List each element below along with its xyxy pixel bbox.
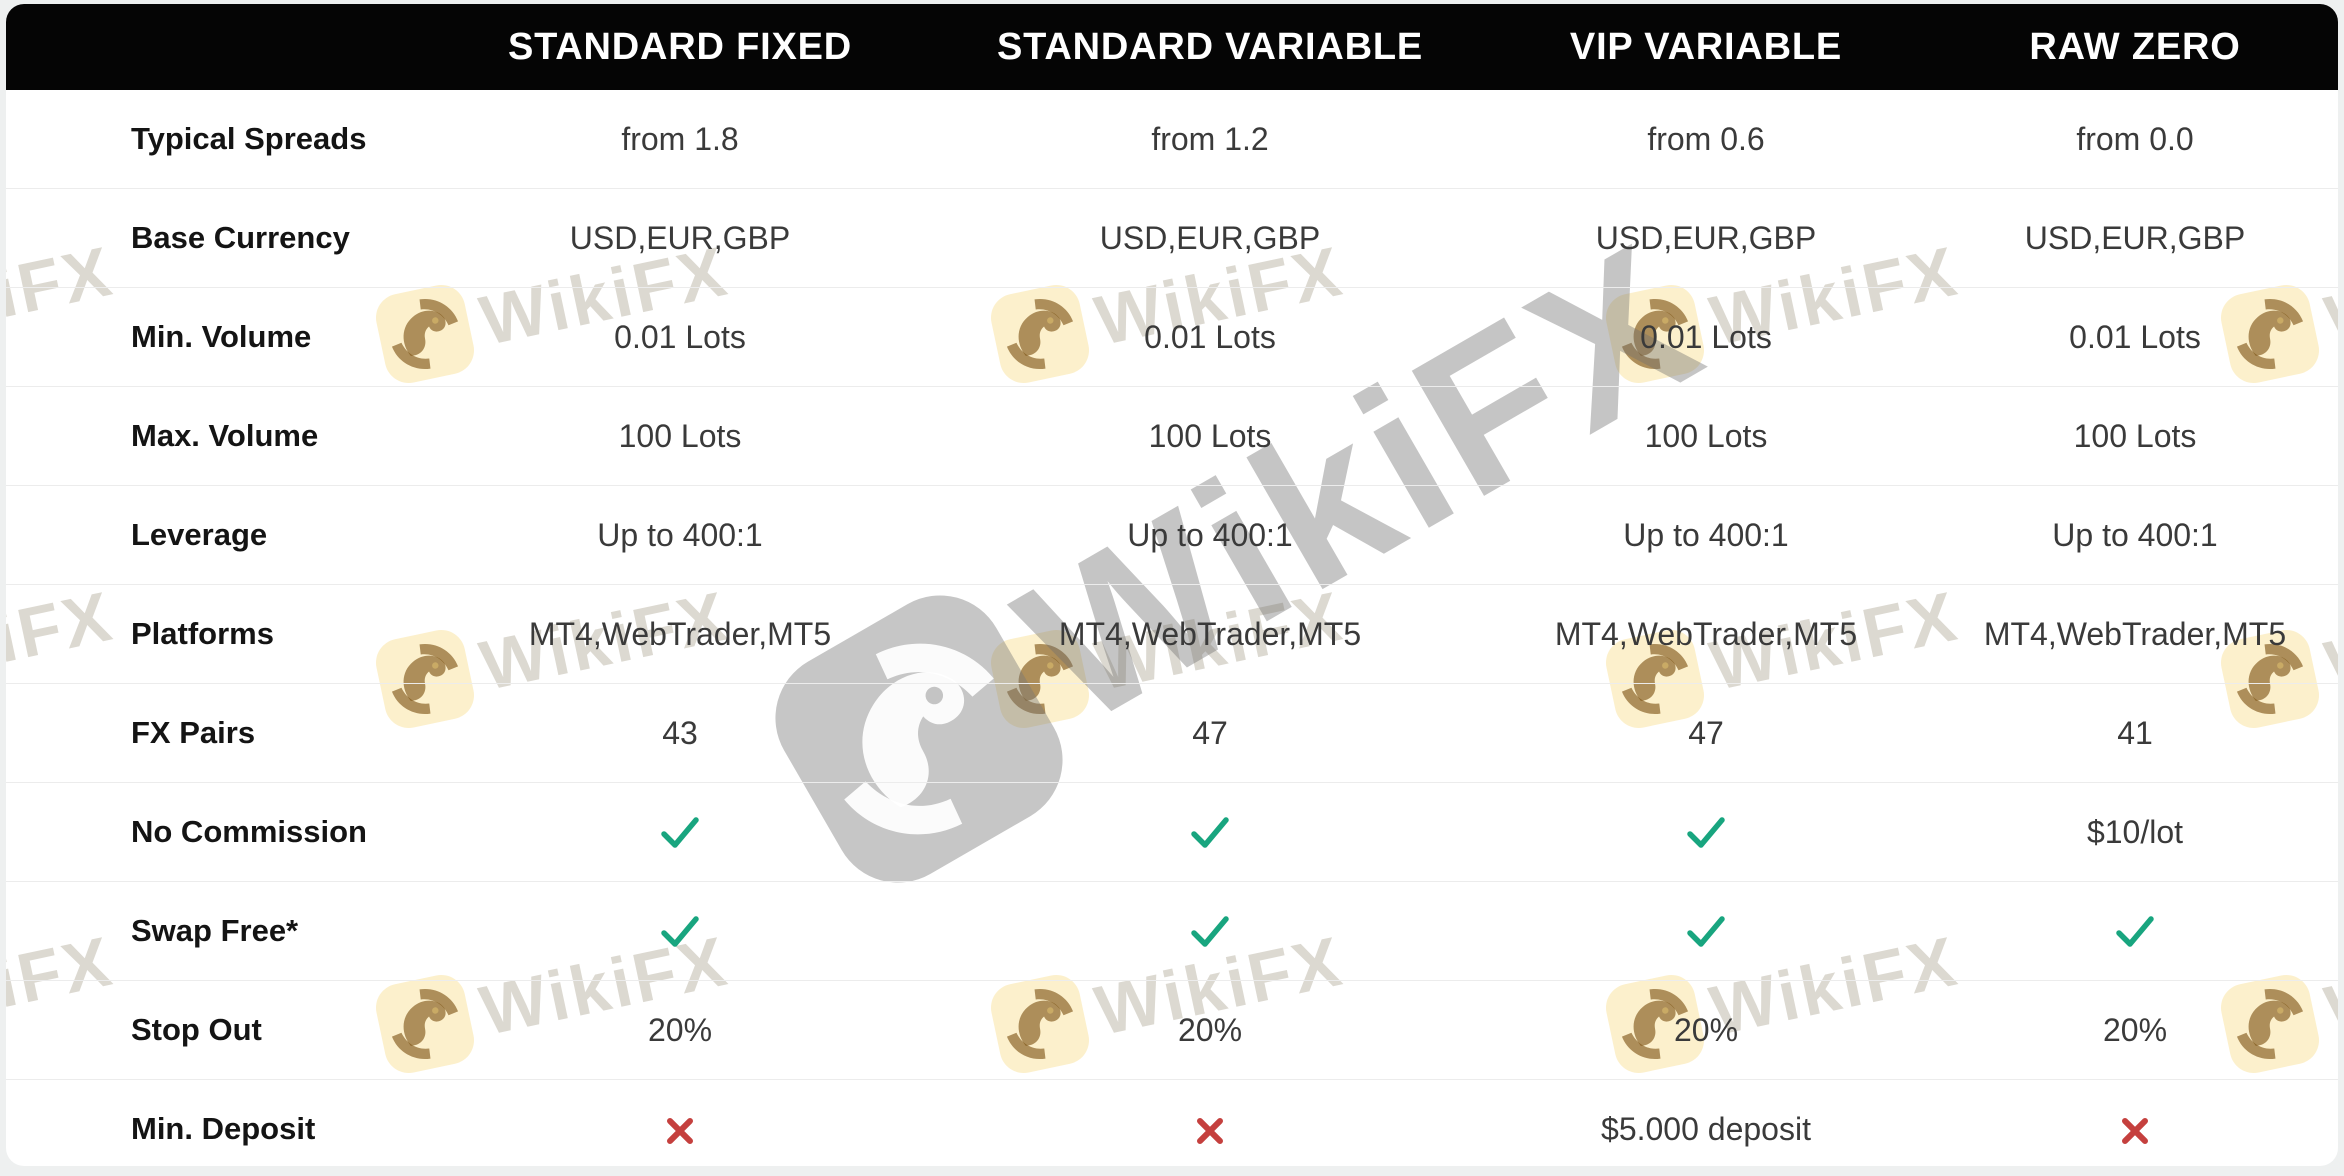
row-label: Min. Deposit: [131, 1111, 316, 1146]
row-label: Stop Out: [131, 1012, 262, 1047]
check-icon: [1687, 916, 1725, 948]
column-header-standard-fixed: STANDARD FIXED: [507, 25, 853, 68]
table-row: Swap Free*: [6, 882, 2338, 981]
cell-value: 100 Lots: [2073, 417, 2197, 454]
cell-check: [1480, 813, 1932, 852]
cell-value: 0.01 Lots: [1640, 318, 1772, 355]
cross-icon: [2122, 1118, 2148, 1145]
row-label: Swap Free*: [131, 913, 299, 948]
cell-value: USD,EUR,GBP: [1099, 219, 1321, 256]
cell-cross: [940, 1111, 1480, 1148]
cell-value: Up to 400:1: [2052, 516, 2218, 553]
cell-cross: [1932, 1111, 2338, 1148]
table-row: Min. Volume 0.01 Lots 0.01 Lots 0.01 Lots 0.…: [6, 288, 2338, 387]
cell-value: USD,EUR,GBP: [1595, 219, 1817, 256]
cell-value: MT4,WebTrader,MT5: [1058, 615, 1362, 652]
check-icon: [661, 916, 699, 948]
account-types-comparison-card: WikiFX WikiFX WikiFX WikiFX: [6, 4, 2338, 1166]
cell-value: 100 Lots: [1148, 417, 1272, 454]
cell-value: MT4,WebTrader,MT5: [1983, 615, 2287, 652]
cell-value: MT4,WebTrader,MT5: [1554, 615, 1858, 652]
table-header-row: STANDARD FIXED STANDARD VARIABLE VIP VAR…: [6, 4, 2338, 90]
table-row: Max. Volume 100 Lots 100 Lots 100 Lots 100 L…: [6, 387, 2338, 486]
column-header-vip-variable: VIP VARIABLE: [1569, 25, 1843, 68]
cell-value: 20%: [647, 1011, 713, 1048]
cell-value: from 0.6: [1647, 120, 1765, 157]
row-label: Max. Volume: [131, 418, 319, 453]
table-row: Stop Out 20% 20% 20% 20%: [6, 981, 2338, 1080]
cell-check: [940, 912, 1480, 951]
column-header-raw-zero: RAW ZERO: [2029, 25, 2241, 68]
cell-value: USD,EUR,GBP: [569, 219, 791, 256]
cell-value: 100 Lots: [618, 417, 742, 454]
row-label: Base Currency: [131, 220, 350, 255]
cell-check: [420, 912, 940, 951]
cell-value: from 0.0: [2076, 120, 2194, 157]
row-label: FX Pairs: [131, 715, 256, 750]
cell-value: 20%: [2102, 1011, 2168, 1048]
cell-value: 20%: [1673, 1011, 1739, 1048]
table-body: Typical Spreads from 1.8 from 1.2 from 0.6 f…: [6, 90, 2338, 1166]
table-row: Min. Deposit $5.000 deposit: [6, 1080, 2338, 1166]
check-icon: [1191, 817, 1229, 849]
cell-value: Up to 400:1: [1127, 516, 1293, 553]
cell-value: $10/lot: [2086, 813, 2184, 850]
table-row: FX Pairs 43 47 47 41: [6, 684, 2338, 783]
cell-value: 43: [662, 714, 698, 751]
cell-value: Up to 400:1: [597, 516, 763, 553]
cell-value: 47: [1688, 714, 1724, 751]
cell-value: USD,EUR,GBP: [2024, 219, 2246, 256]
cell-value: MT4,WebTrader,MT5: [528, 615, 832, 652]
cell-value: $5.000 deposit: [1601, 1110, 1811, 1147]
cell-check: [1480, 912, 1932, 951]
cell-value: 47: [1192, 714, 1228, 751]
cell-value: from 1.8: [621, 120, 739, 157]
cell-value: 0.01 Lots: [2069, 318, 2201, 355]
row-label: Leverage: [131, 517, 268, 552]
table-row: Leverage Up to 400:1 Up to 400:1 Up to 400:…: [6, 486, 2338, 585]
check-icon: [2116, 916, 2154, 948]
table-row: No Commission $10/lot: [6, 783, 2338, 882]
cell-value: 20%: [1177, 1011, 1243, 1048]
cell-check: [420, 813, 940, 852]
cell-check: [1932, 912, 2338, 951]
row-label: Typical Spreads: [131, 121, 367, 156]
cell-cross: [420, 1111, 940, 1148]
cross-icon: [1197, 1118, 1223, 1145]
check-icon: [1191, 916, 1229, 948]
cell-value: 100 Lots: [1644, 417, 1768, 454]
table-row: Platforms MT4,WebTrader,MT5 MT4,WebTrader,…: [6, 585, 2338, 684]
table-row: Typical Spreads from 1.8 from 1.2 from 0.6 f…: [6, 90, 2338, 189]
cell-value: 0.01 Lots: [1144, 318, 1276, 355]
row-label: Platforms: [131, 616, 274, 651]
check-icon: [1687, 817, 1725, 849]
cell-value: 0.01 Lots: [614, 318, 746, 355]
cross-icon: [667, 1118, 693, 1145]
row-label: Min. Volume: [131, 319, 312, 354]
cell-value: Up to 400:1: [1623, 516, 1789, 553]
cell-value: from 1.2: [1151, 120, 1269, 157]
check-icon: [661, 817, 699, 849]
cell-check: [940, 813, 1480, 852]
row-label: No Commission: [131, 814, 367, 849]
table-row: Base Currency USD,EUR,GBP USD,EUR,GBP USD,E…: [6, 189, 2338, 288]
cell-value: 41: [2117, 714, 2153, 751]
column-header-standard-variable: STANDARD VARIABLE: [997, 25, 1423, 68]
